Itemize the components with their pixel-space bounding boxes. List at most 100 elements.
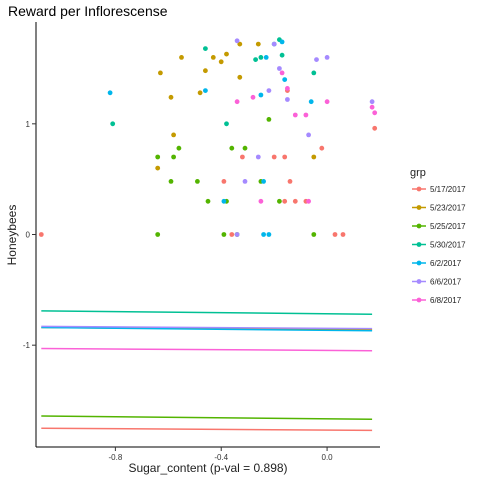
data-point-s5-10 (263, 55, 269, 60)
data-point-s6-4 (277, 66, 282, 71)
data-point-s4-3 (258, 55, 264, 60)
data-point-s6-11 (255, 154, 261, 160)
y-tick-label: 0 (26, 231, 31, 240)
data-point-s7-5 (292, 112, 298, 118)
data-point-s6-2 (271, 41, 277, 47)
data-point-s2-3 (203, 68, 208, 74)
data-point-s4-6 (279, 52, 285, 58)
data-point-s5-6 (261, 232, 266, 237)
data-point-s1-1 (38, 232, 44, 237)
data-point-s1-12 (221, 179, 227, 184)
legend-title: grp (410, 167, 426, 179)
data-point-s5-2 (203, 88, 208, 93)
legend-label: 5/17/2017 (430, 185, 466, 194)
data-point-s5-5 (221, 198, 227, 204)
data-point-s1-9 (282, 154, 288, 160)
data-point-s7-4 (285, 86, 290, 91)
trend-line-6 (41, 325, 373, 330)
data-point-s4-9 (224, 121, 229, 127)
y-tick-label: -1 (23, 341, 31, 350)
data-point-s6-1 (234, 38, 240, 44)
legend-label: 5/23/2017 (430, 204, 466, 213)
data-point-s7-3 (279, 70, 285, 76)
legend-key-dot (416, 223, 422, 229)
data-point-s7-2 (250, 94, 256, 100)
data-point-s7-8 (306, 198, 311, 204)
y-axis-ticks: -1 0 1 (23, 120, 36, 350)
data-point-s2-12 (171, 132, 177, 138)
legend-label: 6/6/2017 (430, 278, 462, 287)
data-point-s5-7 (266, 232, 272, 237)
legend-key-dot (416, 297, 422, 303)
trend-line-4 (41, 310, 373, 315)
trend-line-5 (41, 326, 373, 332)
data-point-s1-11 (372, 125, 378, 131)
x-tick-label: -0.4 (214, 453, 228, 462)
data-point-s1-3 (340, 232, 346, 237)
legend-key-dot (416, 186, 422, 192)
data-point-s2-1 (158, 70, 163, 76)
legend-label: 6/2/2017 (430, 259, 462, 268)
data-point-s2-8 (237, 74, 243, 80)
data-point-s6-6 (314, 57, 319, 62)
data-point-s7-11 (372, 110, 378, 116)
x-axis-title: Sugar_content (p-val = 0.898) (128, 461, 287, 475)
y-axis-title: Honeybees (5, 205, 19, 266)
data-point-s3-8 (229, 145, 235, 151)
data-point-s5-11 (279, 39, 285, 45)
trend-line-1 (41, 427, 373, 432)
data-point-s6-3 (266, 88, 272, 93)
data-point-s1-8 (271, 154, 277, 160)
data-point-s3-5 (195, 179, 200, 184)
data-point-s4-8 (110, 121, 116, 127)
y-tick-label: 1 (26, 120, 31, 129)
x-tick-label: 0.0 (322, 453, 334, 462)
data-point-s2-4 (210, 55, 216, 60)
data-point-s1-6 (292, 198, 298, 204)
legend-key-dot (416, 279, 422, 284)
data-point-s2-6 (237, 41, 243, 47)
legend: grp 5/17/2017 5/23/2017 5/25/2017 5/30/2017… (410, 167, 466, 305)
data-point-s2-11 (155, 165, 161, 171)
data-point-s7-7 (258, 198, 264, 204)
data-point-s2-5 (224, 51, 229, 57)
trend-line-7 (41, 347, 373, 352)
data-point-s1-15 (240, 154, 245, 160)
legend-key-dot (416, 260, 422, 266)
x-axis-ticks: -0.8 -0.4 0.0 (108, 447, 333, 462)
legend-label: 5/30/2017 (430, 241, 466, 250)
data-point-s2-9 (168, 94, 174, 100)
data-point-s6-8 (369, 99, 375, 105)
data-point-s5-8 (282, 77, 288, 82)
data-point-s1-4 (229, 232, 235, 237)
data-point-s3-13 (221, 232, 227, 237)
data-point-s2-13 (311, 154, 317, 160)
data-point-s2-7 (255, 41, 261, 47)
data-point-s5-9 (308, 99, 314, 105)
data-point-s7-10 (369, 104, 375, 110)
data-point-s4-7 (311, 70, 317, 76)
data-point-s6-10 (234, 232, 240, 237)
legend-key-dot (416, 205, 422, 210)
data-point-s1-2 (332, 232, 338, 237)
data-point-s1-10 (319, 145, 325, 151)
data-point-s5-1 (107, 90, 113, 96)
data-point-s1-5 (282, 198, 288, 204)
data-point-s3-4 (168, 179, 174, 184)
legend-key-dot (416, 242, 422, 247)
data-point-s6-12 (242, 179, 248, 184)
data-point-s2-2 (179, 55, 184, 60)
data-point-s2-14 (218, 59, 224, 65)
data-point-s6-9 (306, 132, 311, 138)
trend-line-3 (41, 415, 373, 421)
x-tick-label: -0.8 (108, 453, 122, 462)
data-point-s1-7 (287, 179, 293, 184)
data-point-s4-2 (253, 57, 258, 62)
data-point-s3-9 (242, 145, 248, 151)
legend-label: 6/8/2017 (430, 296, 462, 305)
data-point-s3-6 (205, 198, 211, 204)
plot-area (38, 37, 378, 432)
data-point-s5-4 (261, 179, 266, 184)
data-point-s3-1 (155, 154, 161, 160)
